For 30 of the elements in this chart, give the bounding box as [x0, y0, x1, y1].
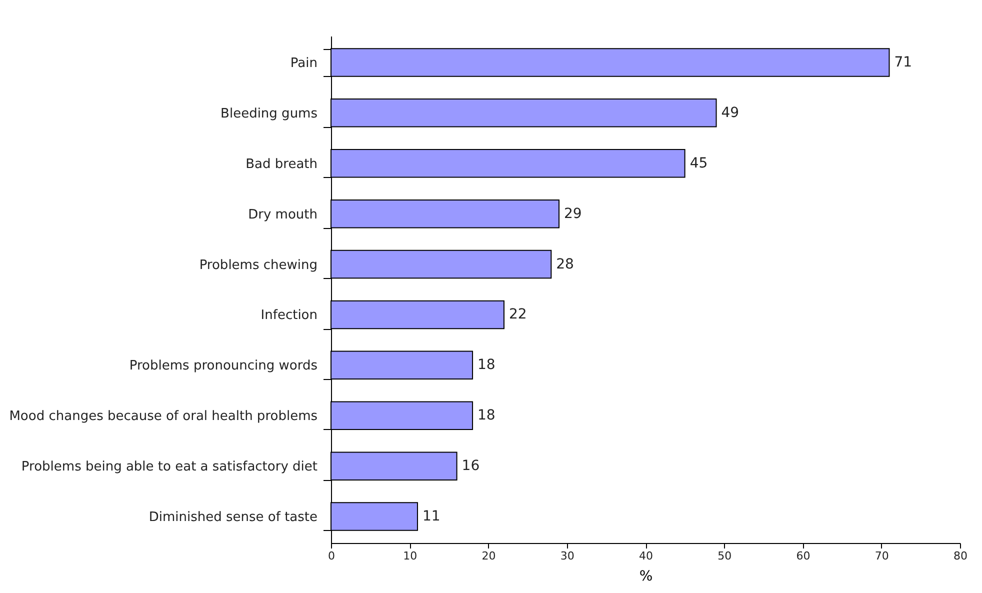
x-tick-label: 40 — [639, 550, 653, 562]
x-tick-label: 80 — [954, 550, 968, 562]
x-axis-title: % — [639, 568, 653, 584]
data-label: 11 — [422, 508, 440, 525]
y-tick-label: Diminished sense of taste — [148, 510, 318, 526]
x-tick-label: 70 — [874, 550, 889, 562]
y-tick-label: Bleeding gums — [220, 106, 318, 122]
y-tick-label: Infection — [260, 308, 318, 324]
data-label: 28 — [556, 256, 574, 272]
data-label: 29 — [564, 206, 582, 222]
data-label: 18 — [478, 408, 496, 424]
y-tick-label: Dry mouth — [248, 207, 318, 222]
y-tick-label: Pain — [290, 56, 318, 71]
data-label: 18 — [478, 357, 496, 374]
data-label: 45 — [690, 155, 708, 172]
x-tick-label: 10 — [403, 550, 418, 562]
data-label: 71 — [894, 54, 912, 70]
y-tick-label: Bad breath — [246, 156, 318, 172]
y-tick-label: Problems chewing — [199, 258, 318, 273]
y-tick-label: Mood changes because of oral health problems — [9, 409, 318, 424]
x-tick-label: 20 — [482, 550, 496, 562]
x-tick-label: 50 — [718, 550, 732, 562]
y-tick-label: Problems being able to eat a satisfactory diet — [21, 460, 318, 475]
x-tick-label: 0 — [328, 550, 335, 562]
x-tick-label: 60 — [796, 550, 810, 562]
data-label: 22 — [508, 306, 527, 323]
data-label: 16 — [462, 458, 480, 474]
x-tick-label: 30 — [560, 550, 574, 562]
y-tick-label: Problems pronouncing words — [129, 358, 318, 374]
data-label: 49 — [721, 104, 740, 121]
